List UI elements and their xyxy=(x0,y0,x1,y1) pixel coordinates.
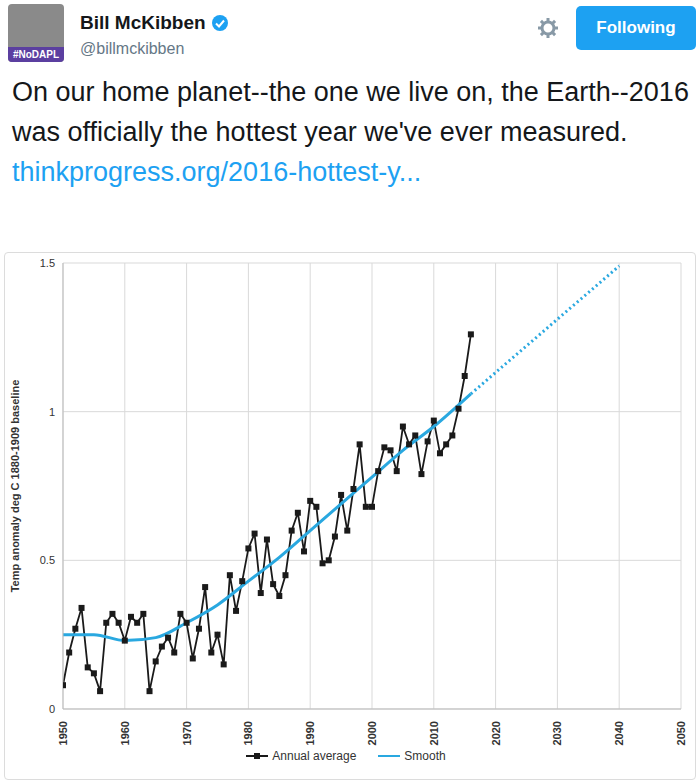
svg-text:2040: 2040 xyxy=(613,721,625,745)
html-text:Bill McKibben: Bill McKibben xyxy=(80,12,206,33)
html-text:Following: Following xyxy=(596,18,676,37)
svg-text:2050: 2050 xyxy=(675,721,687,745)
svg-text:1960: 1960 xyxy=(119,721,131,745)
html-text:#NoDAPL: #NoDAPL xyxy=(12,49,60,60)
svg-text:1950: 1950 xyxy=(57,721,69,745)
html-text:thinkprogress.org/2016-hottest: thinkprogress.org/2016-hottest-y... xyxy=(12,157,422,187)
svg-text:2020: 2020 xyxy=(490,721,502,745)
svg-text:1970: 1970 xyxy=(181,721,193,745)
svg-text:1980: 1980 xyxy=(242,721,254,745)
svg-text:1.5: 1.5 xyxy=(40,257,55,269)
html-text:Annual average: Annual average xyxy=(272,749,357,763)
svg-text:1990: 1990 xyxy=(304,721,316,745)
html-text:@billmckibben: @billmckibben xyxy=(80,40,185,57)
svg-text:1: 1 xyxy=(49,406,55,418)
svg-text:2000: 2000 xyxy=(366,721,378,745)
svg-text:2010: 2010 xyxy=(428,721,440,745)
svg-text:0.5: 0.5 xyxy=(40,554,55,566)
svg-text:2030: 2030 xyxy=(551,721,563,745)
svg-text:0: 0 xyxy=(49,703,55,715)
svg-text:Temp anomaly deg C 1880-1909 b: Temp anomaly deg C 1880-1909 baseline xyxy=(9,380,21,593)
html-text:Smooth: Smooth xyxy=(404,749,446,763)
html-text:On our home planet--the one we: On our home planet--the one we live on, … xyxy=(12,77,689,147)
